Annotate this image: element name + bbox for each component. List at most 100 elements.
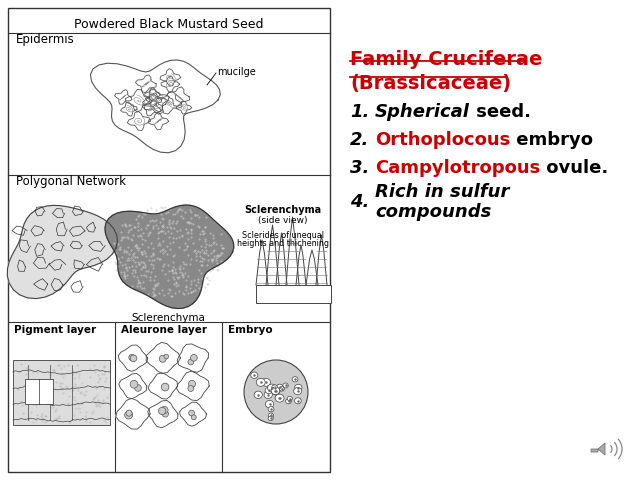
Ellipse shape <box>279 386 284 391</box>
Polygon shape <box>167 87 189 106</box>
Circle shape <box>189 410 195 416</box>
Text: Pigment layer: Pigment layer <box>14 325 96 335</box>
Polygon shape <box>177 371 209 401</box>
Polygon shape <box>145 88 161 101</box>
Polygon shape <box>296 245 306 285</box>
Text: ovule.: ovule. <box>540 159 609 177</box>
Polygon shape <box>116 398 150 429</box>
Text: Polygonal Network: Polygonal Network <box>16 176 126 189</box>
Polygon shape <box>127 111 150 131</box>
Polygon shape <box>148 400 178 428</box>
Polygon shape <box>125 89 152 112</box>
Circle shape <box>188 385 194 391</box>
Polygon shape <box>286 217 299 285</box>
Polygon shape <box>118 345 148 372</box>
Ellipse shape <box>266 400 274 408</box>
Polygon shape <box>119 373 147 399</box>
Ellipse shape <box>268 384 276 392</box>
Text: heights and thichening: heights and thichening <box>237 240 329 249</box>
Text: seed.: seed. <box>470 103 531 121</box>
Text: Powdered Black Mustard Seed: Powdered Black Mustard Seed <box>74 17 264 31</box>
Polygon shape <box>142 100 161 116</box>
Polygon shape <box>306 250 318 285</box>
Polygon shape <box>177 344 209 372</box>
Ellipse shape <box>251 372 258 378</box>
Polygon shape <box>591 443 605 455</box>
Bar <box>25 379 53 404</box>
Circle shape <box>125 411 132 419</box>
Ellipse shape <box>256 378 265 386</box>
Ellipse shape <box>271 387 280 395</box>
Polygon shape <box>177 101 191 114</box>
Circle shape <box>163 384 168 390</box>
Circle shape <box>129 354 135 360</box>
Polygon shape <box>160 69 180 86</box>
Ellipse shape <box>283 383 288 388</box>
Polygon shape <box>266 225 279 285</box>
Circle shape <box>244 360 308 424</box>
Polygon shape <box>256 240 268 285</box>
Circle shape <box>191 354 197 361</box>
Polygon shape <box>179 402 207 426</box>
Circle shape <box>188 380 195 387</box>
Ellipse shape <box>264 391 273 398</box>
Circle shape <box>162 411 168 417</box>
Text: embryo: embryo <box>510 131 593 149</box>
Ellipse shape <box>265 387 273 394</box>
Ellipse shape <box>254 391 262 398</box>
Text: Orthoplocous: Orthoplocous <box>375 131 510 149</box>
Ellipse shape <box>268 413 273 418</box>
Text: mucilge: mucilge <box>217 67 256 77</box>
Ellipse shape <box>268 407 274 412</box>
Ellipse shape <box>275 394 284 402</box>
Ellipse shape <box>294 384 302 391</box>
Polygon shape <box>8 205 118 299</box>
Ellipse shape <box>262 378 270 386</box>
Circle shape <box>188 359 194 365</box>
Ellipse shape <box>276 384 283 390</box>
Circle shape <box>161 407 168 414</box>
Text: Sclerides of unequal: Sclerides of unequal <box>242 230 324 240</box>
Circle shape <box>159 408 166 415</box>
Text: Spherical: Spherical <box>375 103 470 121</box>
Circle shape <box>126 410 132 416</box>
Text: 4.: 4. <box>350 193 369 211</box>
Polygon shape <box>120 102 137 116</box>
Circle shape <box>159 355 166 362</box>
Ellipse shape <box>287 396 292 401</box>
Text: Family Cruciferae
(Brassicaceae): Family Cruciferae (Brassicaceae) <box>350 50 542 93</box>
Text: (side view): (side view) <box>259 216 308 226</box>
Circle shape <box>130 355 137 361</box>
Bar <box>13 360 110 425</box>
Ellipse shape <box>292 377 298 382</box>
Circle shape <box>191 415 196 420</box>
Polygon shape <box>148 112 169 130</box>
Text: 2.: 2. <box>350 131 369 149</box>
Polygon shape <box>143 89 169 112</box>
Polygon shape <box>161 76 180 92</box>
Text: Epidermis: Epidermis <box>16 34 75 47</box>
Polygon shape <box>115 90 132 104</box>
Ellipse shape <box>271 387 280 395</box>
Circle shape <box>164 354 168 359</box>
Circle shape <box>134 384 141 391</box>
Text: 1.: 1. <box>350 103 369 121</box>
Ellipse shape <box>275 394 283 401</box>
Text: Campylotropous: Campylotropous <box>375 159 540 177</box>
Ellipse shape <box>285 399 291 404</box>
Polygon shape <box>316 235 327 285</box>
Polygon shape <box>90 60 220 153</box>
Text: Embryo: Embryo <box>228 325 273 335</box>
Text: Rich in sulfur
compounds: Rich in sulfur compounds <box>375 182 509 221</box>
Text: 3.: 3. <box>350 159 369 177</box>
Polygon shape <box>144 94 168 114</box>
Text: Sclerenchyma: Sclerenchyma <box>131 313 205 323</box>
Polygon shape <box>148 372 177 399</box>
Circle shape <box>130 380 138 388</box>
Polygon shape <box>146 342 180 373</box>
Ellipse shape <box>268 416 273 421</box>
Text: Sclerenchyma: Sclerenchyma <box>244 205 321 215</box>
Ellipse shape <box>294 387 301 395</box>
Polygon shape <box>105 205 234 309</box>
Polygon shape <box>256 285 331 303</box>
